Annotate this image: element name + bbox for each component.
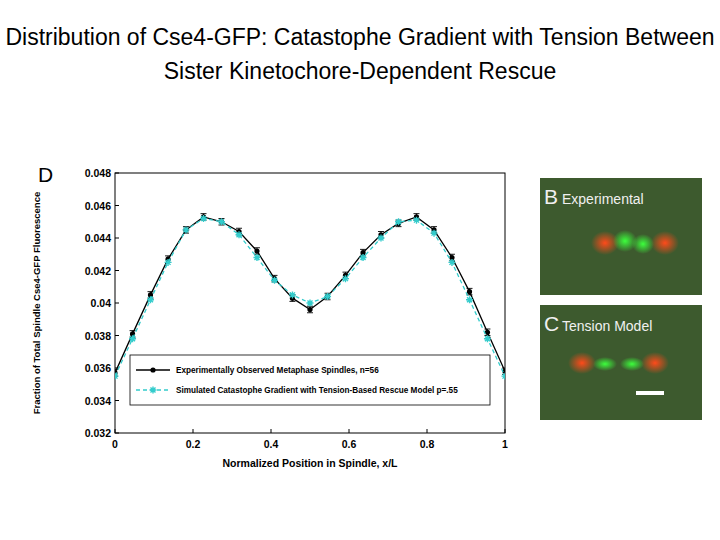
data-point: [325, 294, 330, 299]
x-tick-label: 0: [112, 438, 118, 450]
image-title: Experimental: [562, 191, 644, 207]
data-point: [413, 217, 420, 224]
y-tick-label: 0.048: [85, 167, 111, 179]
image-label: C: [544, 312, 559, 335]
data-point: [200, 215, 207, 222]
legend-label: Simulated Catastophe Gradient with Tensi…: [176, 386, 458, 395]
data-point: [254, 248, 259, 253]
y-tick: [115, 238, 119, 239]
error-bar: [183, 227, 189, 234]
image-label: B: [544, 185, 558, 208]
y-tick-label: 0.04: [91, 297, 112, 309]
x-tick: [193, 429, 194, 433]
page: {"slide_title": "Distribution of Cse4-GF…: [0, 0, 720, 540]
data-point: [395, 218, 402, 225]
data-point: [236, 231, 243, 238]
x-tick: [505, 429, 506, 433]
fluorescent-spot: [641, 352, 669, 374]
micrograph: [540, 178, 702, 295]
data-point: [218, 218, 225, 225]
y-tick-label: 0.042: [85, 265, 111, 277]
y-tick: [115, 433, 119, 434]
data-point: [165, 259, 172, 266]
x-tick-label: 0.6: [342, 438, 357, 450]
y-tick: [115, 173, 119, 174]
data-point: [219, 219, 224, 224]
data-point: [307, 300, 314, 307]
data-point: [377, 235, 384, 242]
data-point: [147, 296, 154, 303]
error-bar: [307, 306, 313, 313]
fluorescent-spot: [593, 357, 617, 371]
error-bar: [325, 293, 331, 300]
x-tick: [271, 429, 272, 433]
x-tick: [427, 429, 428, 433]
fluorescent-spot: [651, 231, 679, 255]
y-tick-label: 0.036: [85, 362, 111, 374]
error-bar: [254, 248, 260, 255]
fluorescent-spot: [568, 352, 596, 374]
data-point: [360, 254, 367, 261]
data-point: [183, 227, 188, 232]
data-point: [253, 254, 260, 261]
x-tick: [349, 429, 350, 433]
x-tick-label: 0.2: [186, 438, 201, 450]
data-point: [431, 230, 438, 237]
data-point: [307, 307, 312, 312]
data-point: [466, 296, 473, 303]
stage: D 0.032 0.034 0.036 0.038 0.04 0.042 0.044 0.046…: [0, 0, 720, 540]
y-tick: [115, 205, 119, 206]
fluorescent-spot: [620, 357, 644, 371]
y-axis-label: Fraction of Total Spindle Cse4-GFP Fluor…: [31, 192, 42, 414]
fluorescent-spot: [632, 234, 654, 254]
scale-bar: [636, 391, 664, 395]
y-tick: [115, 270, 119, 271]
x-tick-label: 1: [502, 438, 508, 450]
y-tick: [115, 303, 119, 304]
data-point: [289, 291, 296, 298]
data-point: [467, 289, 472, 294]
x-tick: [115, 429, 116, 433]
x-axis-label: Normalized Position in Spindle, x/L: [222, 457, 398, 469]
slide-title: Distribution of Cse4-GFP: Catastophe Gra…: [2, 20, 718, 88]
error-bar: [218, 219, 224, 226]
y-tick: [115, 400, 119, 401]
data-point: [342, 275, 349, 282]
legend-marker: [150, 387, 157, 394]
y-tick: [115, 335, 119, 336]
data-point: [129, 335, 136, 342]
micrograph: [540, 305, 702, 420]
data-point: [484, 335, 491, 342]
series-line: [115, 217, 505, 373]
data-point: [324, 293, 331, 300]
legend-box: [130, 355, 490, 405]
image-title: Tension Model: [562, 318, 652, 334]
data-point: [502, 373, 506, 380]
data-point: [271, 277, 278, 284]
series-line: [115, 219, 505, 377]
y-tick-label: 0.046: [85, 200, 111, 212]
legend-marker: [150, 367, 155, 372]
data-point: [485, 330, 490, 335]
panel-label: D: [38, 163, 53, 186]
data-point: [182, 226, 189, 233]
y-tick-label: 0.038: [85, 330, 111, 342]
y-tick-label: 0.034: [85, 395, 111, 407]
legend-label: Experimentally Observed Metaphase Spindl…: [176, 366, 379, 375]
y-tick-label: 0.044: [85, 232, 111, 244]
data-point: [448, 259, 455, 266]
y-tick-label: 0.032: [85, 427, 111, 439]
data-point: [115, 373, 119, 380]
plot-frame: [115, 173, 505, 433]
x-tick-label: 0.8: [420, 438, 435, 450]
error-bar: [484, 329, 490, 336]
x-tick-label: 0.4: [264, 438, 279, 450]
